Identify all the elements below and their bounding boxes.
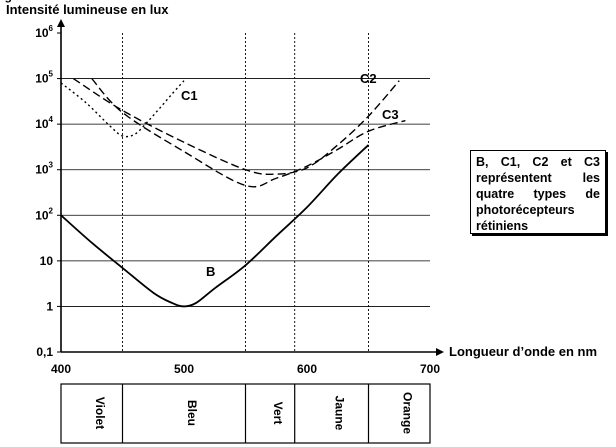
y-tick-label: 104 xyxy=(35,115,53,131)
tick-labels: 0,1 1 10 102 103 104 105 106 400 500 600 700 xyxy=(35,24,440,376)
color-band-jaune: Jaune xyxy=(333,396,347,431)
series-c2-line xyxy=(72,77,400,176)
x-axis-arrow xyxy=(436,348,444,356)
series-b-line xyxy=(60,144,370,308)
color-band-vert: Vert xyxy=(271,402,285,425)
y-tick-label: 102 xyxy=(35,206,53,222)
x-tick-label: 700 xyxy=(420,362,440,376)
color-band-bleu: Bleu xyxy=(185,400,199,426)
y-tick-label: 1 xyxy=(46,299,53,313)
x-tick-label: 600 xyxy=(297,362,317,376)
x-tick-label: 500 xyxy=(174,362,194,376)
annotation-c3: C3 xyxy=(382,107,399,122)
y-tick-label: 106 xyxy=(35,24,53,40)
series-lines xyxy=(60,77,406,308)
y-tick-label: 103 xyxy=(35,161,53,177)
y-tick-label: 0,1 xyxy=(36,345,53,359)
color-band-table: Violet Bleu Vert Jaune Orange Rouge xyxy=(0,0,431,444)
color-band-orange: Orange xyxy=(400,392,414,434)
series-annotations: C1 C2 C3 B xyxy=(181,71,399,279)
legend-box: B, C1, C2 et C3 représentent les quatre … xyxy=(470,150,606,234)
y-axis-label: Intensité lumineuse en lux xyxy=(6,2,169,17)
y-tick-label: 10 xyxy=(40,254,54,268)
annotation-c1: C1 xyxy=(181,88,198,103)
x-tick-label: 400 xyxy=(51,362,71,376)
y-tick-label: 105 xyxy=(35,70,53,86)
legend-text: B, C1, C2 et C3 représentent les quatre … xyxy=(476,155,600,233)
y-axis-arrow xyxy=(57,19,65,27)
series-c1-line xyxy=(60,80,185,138)
grid xyxy=(61,33,430,352)
annotation-c2: C2 xyxy=(360,71,377,86)
annotation-b: B xyxy=(206,264,215,279)
axes xyxy=(57,19,444,356)
color-band-rouge: Rouge xyxy=(0,0,19,3)
x-axis-label: Longueur d’onde en nm xyxy=(449,344,597,359)
color-band-violet: Violet xyxy=(93,397,107,429)
series-c3-line xyxy=(91,78,406,188)
